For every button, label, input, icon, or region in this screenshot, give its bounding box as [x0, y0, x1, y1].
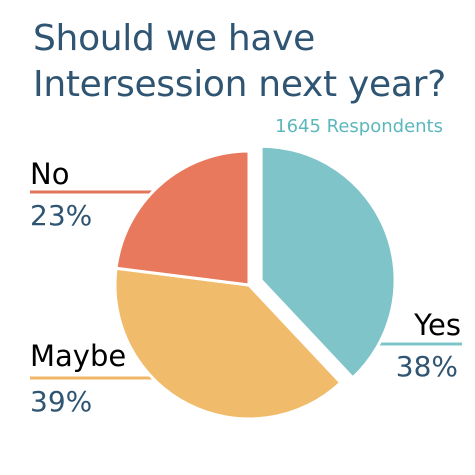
- chart-title: Should we have Intersession next year?: [33, 16, 446, 108]
- pie-slice-no: [114, 149, 251, 287]
- chart-title-line-1: Should we have: [33, 18, 315, 59]
- respondents-count: 1645 Respondents: [275, 116, 443, 137]
- label-maybe: Maybe: [30, 339, 127, 373]
- value-yes: 38%: [395, 350, 458, 383]
- chart-title-line-2: Intersession next year?: [33, 64, 446, 105]
- label-no: No: [30, 157, 70, 191]
- pie-slice-maybe: [113, 266, 343, 421]
- pie-slice-yes: [259, 144, 397, 380]
- value-no: 23%: [30, 199, 93, 232]
- label-yes: Yes: [414, 308, 461, 342]
- value-maybe: 39%: [30, 385, 93, 418]
